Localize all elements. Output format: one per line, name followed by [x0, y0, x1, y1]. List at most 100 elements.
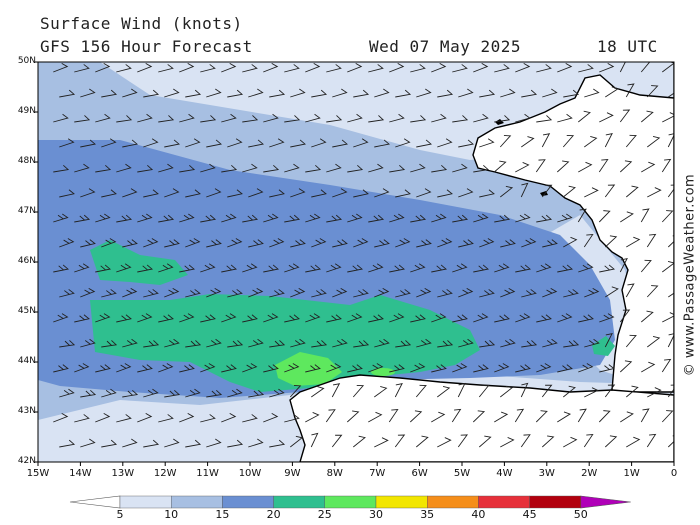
wind-barb	[80, 389, 97, 398]
wind-barb	[164, 389, 181, 398]
wind-barb	[353, 89, 370, 98]
wind-barb	[206, 338, 222, 348]
wind-barb	[647, 387, 662, 398]
wind-barb	[347, 264, 363, 273]
wind-barb	[368, 64, 384, 73]
wind-barb	[122, 239, 138, 248]
wind-barb	[536, 115, 553, 123]
wind-barb	[578, 314, 594, 323]
wind-barb	[263, 113, 279, 123]
wind-barb	[479, 289, 495, 298]
wind-barb	[473, 62, 489, 73]
wind-barb	[452, 115, 469, 123]
wind-barb	[521, 289, 537, 298]
wind-barb	[137, 164, 154, 173]
wind-barb	[116, 363, 132, 373]
colorbar-label: 30	[369, 508, 383, 521]
wind-barb	[478, 384, 490, 398]
wind-barb	[374, 386, 388, 398]
wind-barb	[137, 62, 153, 73]
wind-barb	[521, 340, 538, 348]
wind-barb	[641, 361, 656, 373]
wind-barb	[242, 363, 258, 373]
wind-barb	[352, 384, 365, 398]
wind-barb	[101, 89, 118, 98]
wind-barb	[410, 64, 426, 73]
wind-barb	[80, 188, 96, 198]
wind-barb	[158, 214, 175, 223]
wind-barb	[206, 287, 222, 298]
wind-barb	[248, 389, 265, 398]
wind-barb	[661, 358, 672, 373]
wind-barb	[80, 438, 96, 448]
wind-barb	[661, 410, 674, 423]
wind-barb	[179, 264, 195, 273]
wind-barb	[206, 438, 222, 448]
colorbar-label: 45	[522, 508, 537, 521]
wind-barb	[227, 238, 243, 248]
colorbar-segment	[427, 495, 479, 509]
wind-barb	[311, 189, 327, 198]
wind-barb	[101, 138, 117, 148]
wind-barb	[221, 213, 237, 223]
wind-barb	[269, 340, 286, 348]
wind-barb	[346, 410, 360, 423]
wind-barb	[59, 189, 75, 198]
wind-barb	[326, 163, 342, 173]
wind-barb	[374, 88, 390, 98]
wind-barb	[95, 164, 112, 173]
wind-barb	[640, 408, 650, 423]
wind-barb	[122, 389, 139, 398]
wind-barb	[536, 263, 552, 273]
wind-barb	[311, 138, 327, 148]
wind-barb	[431, 164, 448, 173]
wind-barb	[368, 411, 383, 423]
wind-barb	[290, 239, 306, 248]
wind-barb	[500, 185, 514, 198]
wind-barb	[667, 384, 674, 398]
wind-barb	[646, 85, 659, 98]
wind-barb	[74, 115, 91, 123]
wind-barb	[164, 239, 180, 248]
wind-barb	[494, 363, 510, 373]
colorbar-label: 40	[471, 508, 486, 521]
lon-label: 3W	[538, 468, 555, 479]
wind-barb	[452, 263, 468, 273]
wind-barb	[368, 115, 385, 123]
wind-barb	[269, 189, 285, 198]
wind-barb	[389, 264, 405, 273]
wind-barb	[500, 385, 514, 398]
wind-barb	[143, 189, 159, 198]
wind-barb	[53, 113, 69, 123]
wind-barb	[200, 414, 216, 423]
wind-barb	[311, 340, 328, 348]
wind-barb	[332, 139, 348, 148]
wind-barb	[647, 187, 662, 198]
wind-barb	[647, 135, 661, 148]
wind-barb	[221, 264, 237, 273]
wind-barb	[410, 115, 427, 123]
wind-barb	[619, 160, 633, 173]
wind-barb	[493, 160, 507, 173]
wind-barb	[158, 414, 174, 423]
wind-barb	[326, 214, 343, 223]
wind-barb	[284, 363, 300, 373]
wind-barb	[284, 314, 300, 323]
wind-barb	[137, 213, 153, 223]
wind-barb	[122, 88, 138, 98]
wind-barb	[541, 184, 553, 198]
lon-label: 5W	[453, 468, 471, 479]
wind-barb	[640, 208, 650, 223]
wind-barb	[221, 113, 237, 123]
wind-barb	[227, 439, 244, 448]
wind-barb	[452, 163, 468, 173]
wind-barb	[515, 364, 531, 373]
wind-barb	[368, 214, 385, 223]
wind-barb	[95, 412, 111, 423]
wind-barb	[95, 313, 111, 323]
wind-barb	[599, 264, 615, 273]
wind-barb	[431, 264, 447, 273]
wind-barb	[557, 411, 572, 423]
wind-barb	[290, 139, 306, 148]
wind-barb	[374, 139, 390, 148]
